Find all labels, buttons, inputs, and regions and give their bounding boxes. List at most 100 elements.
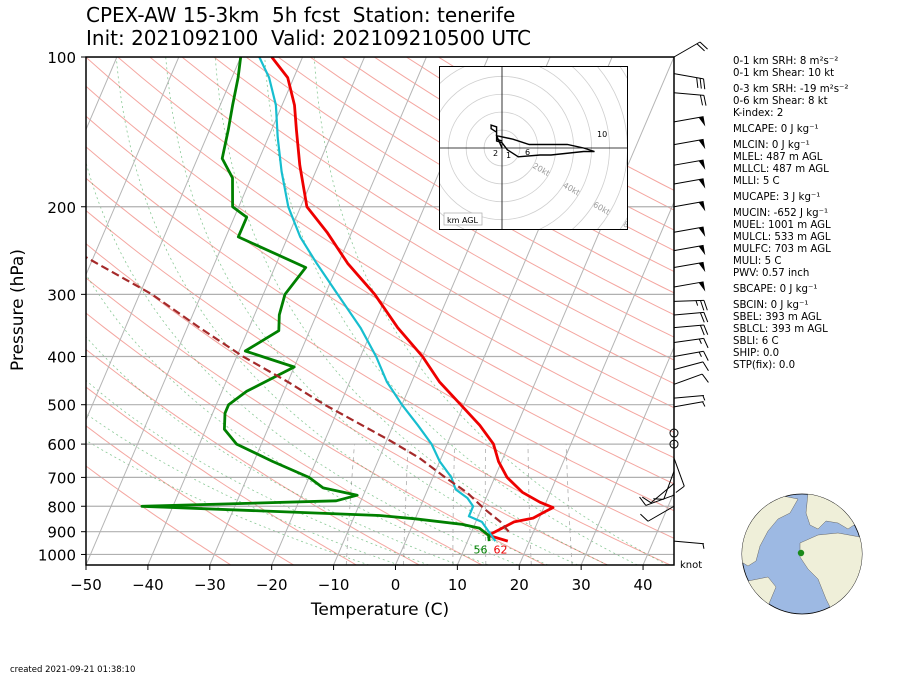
x-axis-label: Temperature (C) — [310, 600, 450, 620]
hodograph-legend-label: km AGL — [447, 216, 479, 225]
mixing-ratio-line — [565, 444, 573, 565]
wind-barb — [673, 401, 706, 408]
plot-frame — [85, 56, 675, 566]
index-item: MUCIN: -652 J kg⁻¹ — [733, 208, 829, 219]
dry-adiabat-line — [86, 312, 483, 565]
index-item: MULCL: 533 m AGL — [733, 232, 831, 243]
station-globe-map — [741, 493, 863, 615]
index-item: MLLI: 5 C — [733, 176, 780, 187]
y-tick-label: 100 — [47, 49, 76, 67]
wind-barb — [673, 178, 706, 189]
wind-barb — [673, 73, 706, 90]
y-tick-label: 200 — [47, 199, 76, 217]
hodograph-legend-box — [443, 212, 483, 226]
wind-barb — [673, 540, 705, 549]
dry-adiabat-line — [277, 57, 674, 294]
x-tick-label: −20 — [256, 576, 288, 594]
wind-barb — [673, 244, 706, 256]
y-axis-label: Pressure (hPa) — [8, 249, 28, 371]
dewpoint-profile — [140, 57, 491, 542]
index-item: MLEL: 487 m AGL — [733, 152, 823, 163]
hodograph-height-label: 10 — [597, 130, 607, 139]
mixing-ratio-line — [345, 444, 355, 565]
isotherm-line — [147, 57, 365, 565]
wind-barb — [673, 299, 708, 311]
surface-temperature-label: 62 — [493, 543, 507, 556]
dry-adiabat-line — [213, 57, 674, 338]
dry-adiabat-line — [86, 348, 420, 565]
x-tick-label: 40 — [634, 576, 653, 594]
moist-adiabat-line — [86, 439, 370, 565]
index-item: MLCIN: 0 J kg⁻¹ — [733, 140, 810, 151]
mixing-ratio-line — [527, 444, 532, 565]
index-item: SHIP: 0.0 — [733, 348, 780, 359]
dry-adiabat-line — [86, 146, 674, 512]
index-item: PWV: 0.57 inch — [733, 268, 810, 279]
isotherm-line — [86, 57, 304, 565]
wind-barb — [673, 324, 709, 336]
hodograph-height-label: 1 — [506, 151, 511, 160]
isotherm-line — [580, 346, 674, 565]
wind-barb — [642, 483, 675, 504]
index-item: MULI: 5 C — [733, 256, 782, 267]
dry-adiabat-line — [86, 425, 294, 565]
mixing-ratio-line — [484, 444, 487, 565]
temperature-profile — [270, 57, 555, 543]
dry-adiabat-line — [181, 57, 674, 361]
y-tick-label: 600 — [47, 436, 76, 454]
station-marker — [797, 549, 805, 557]
wind-barb — [673, 373, 709, 385]
wind-barb — [673, 41, 708, 58]
mixing-ratio-line — [452, 444, 455, 565]
x-tick-label: 20 — [510, 576, 529, 594]
x-tick-label: 30 — [572, 576, 591, 594]
y-tick-label: 400 — [47, 349, 76, 367]
index-item: MUEL: 1001 m AGL — [733, 220, 831, 231]
wind-barb — [673, 226, 706, 237]
index-item: K-index: 2 — [733, 108, 784, 119]
hodograph-height-label: 6 — [525, 148, 530, 157]
dry-adiabat-line — [86, 465, 232, 565]
index-item: MLLCL: 487 m AGL — [733, 164, 829, 175]
dry-adiabat-line — [86, 57, 674, 433]
dry-adiabat-line — [86, 277, 545, 565]
index-item: MUCAPE: 3 J kg⁻¹ — [733, 192, 821, 203]
wind-barb — [639, 494, 675, 506]
moist-adiabat-line — [86, 273, 489, 565]
isotherm-line — [518, 200, 674, 565]
wind-barb — [669, 439, 679, 449]
isotherm-line — [456, 57, 674, 565]
wind-barb — [673, 92, 707, 106]
wind-barb — [673, 138, 706, 150]
wind-barb — [653, 470, 675, 500]
index-item: MLCAPE: 0 J kg⁻¹ — [733, 124, 819, 135]
chart-title-line1: CPEX-AW 15-3km 5h fcst Station: tenerife — [86, 3, 516, 27]
index-item: 0-1 km Shear: 10 kt — [733, 68, 835, 79]
wind-barb — [640, 505, 675, 522]
y-tick-label: 300 — [47, 286, 76, 304]
index-item: STP(fix): 0.0 — [733, 360, 796, 371]
x-tick-label: 0 — [391, 576, 401, 594]
wind-barb — [673, 311, 709, 323]
dry-adiabat-line — [149, 57, 674, 385]
wetbulb-profile — [258, 57, 497, 542]
dry-adiabat-line — [309, 57, 674, 273]
y-tick-label: 1000 — [38, 546, 76, 564]
hodograph-trace — [490, 124, 595, 158]
dry-adiabat-line — [86, 209, 671, 565]
moist-adiabat-line — [86, 161, 519, 565]
surface-dewpoint-label: 56 — [473, 543, 487, 556]
y-tick-label: 500 — [47, 397, 76, 415]
wind-barb — [673, 395, 706, 401]
chart-title-line2: Init: 2021092100 Valid: 202109210500 UTC — [86, 26, 532, 50]
moist-adiabat-line — [86, 413, 399, 565]
moist-adiabat-line — [313, 57, 668, 565]
index-item: SBLCL: 393 m AGL — [733, 324, 828, 335]
wind-barb — [673, 361, 709, 371]
created-timestamp: created 2021-09-21 01:38:10 — [10, 665, 136, 675]
moist-adiabat-line — [86, 379, 429, 565]
moist-adiabat-line — [214, 57, 608, 565]
dry-adiabat-line — [86, 386, 357, 565]
index-item: 0-6 km Shear: 8 kt — [733, 96, 828, 107]
